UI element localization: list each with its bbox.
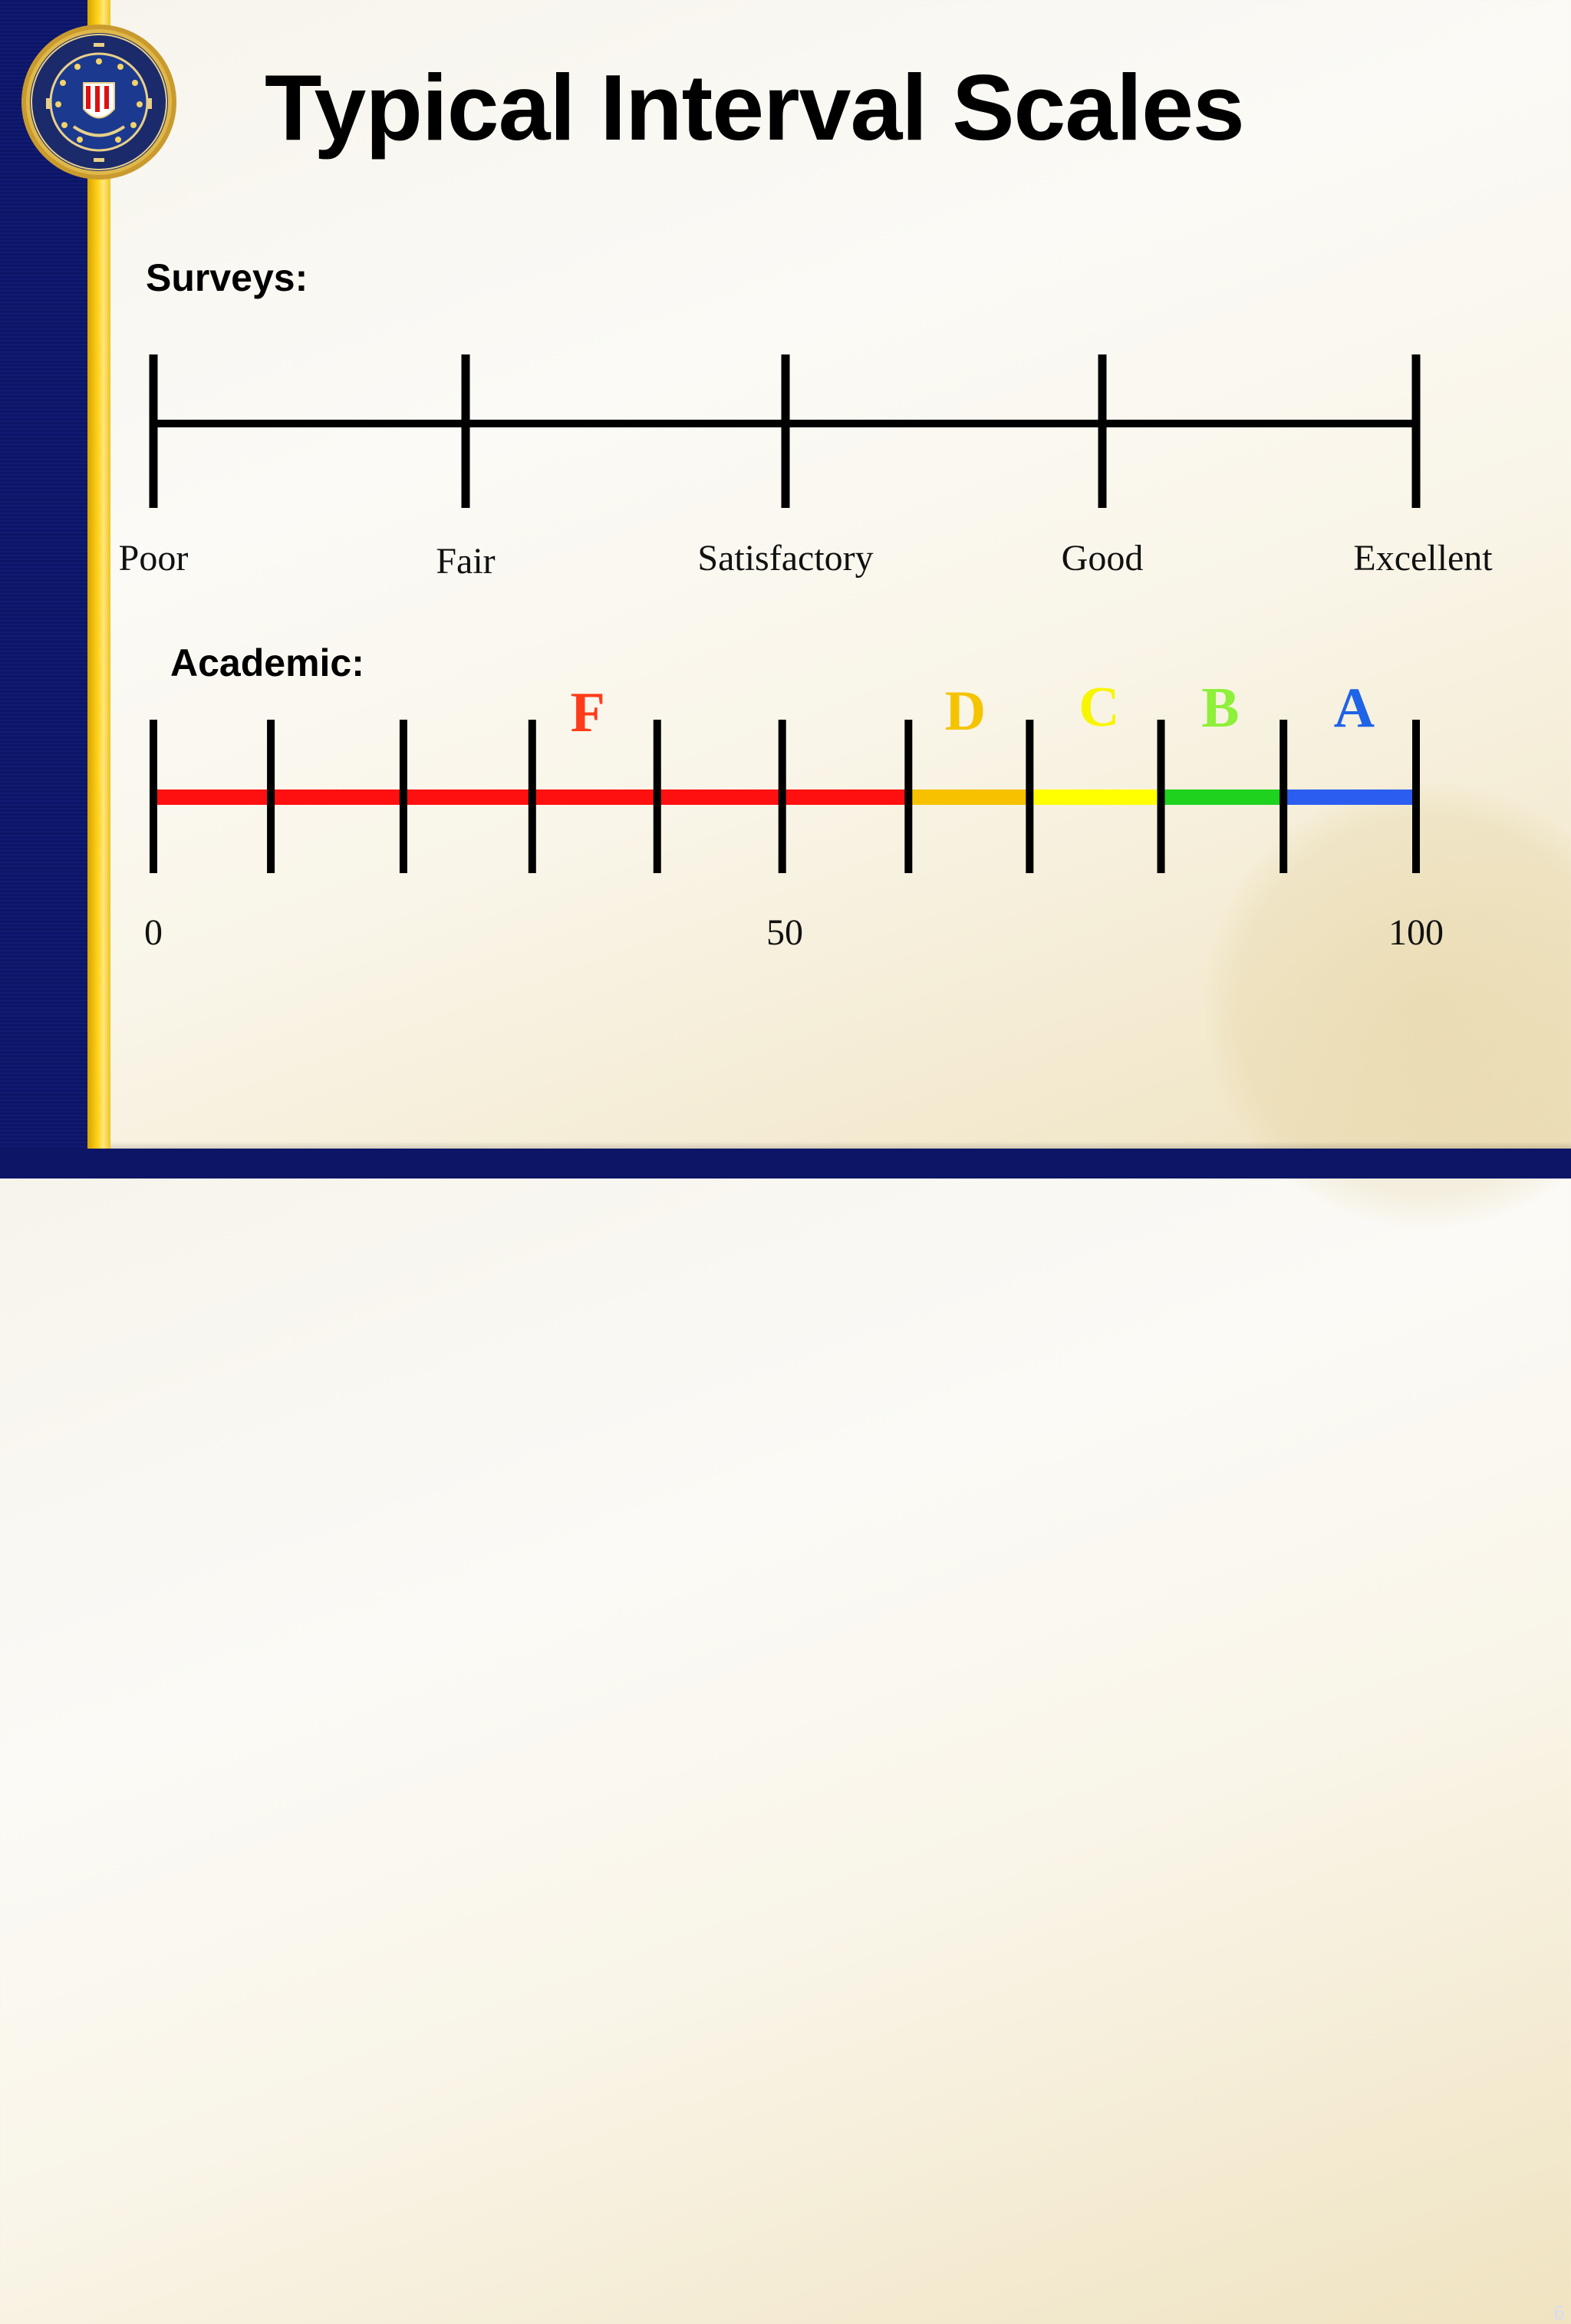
- survey-point-label: Good: [1061, 538, 1144, 579]
- left-navy-bar: [0, 0, 87, 1178]
- survey-scale: [149, 354, 1421, 508]
- grade-label-b: B: [1201, 677, 1240, 740]
- fbi-seal-logo: [21, 25, 176, 180]
- academic-axis-label: 0: [144, 912, 163, 953]
- surveys-label: Surveys:: [146, 256, 308, 299]
- grade-label-d: D: [944, 680, 986, 743]
- grade-label-f: F: [570, 681, 605, 744]
- survey-point-label: Poor: [118, 538, 189, 579]
- grade-label-a: A: [1333, 677, 1375, 740]
- academic-axis-label: 50: [766, 912, 803, 953]
- slide-title: Typical Interval Scales: [265, 55, 1245, 160]
- grade-label-c: C: [1079, 676, 1120, 739]
- academic-axis-label: 100: [1388, 912, 1444, 953]
- gold-stripe: [87, 0, 110, 1151]
- survey-point-label: Excellent: [1353, 538, 1493, 579]
- academic-label: Academic:: [170, 641, 364, 684]
- bottom-shadow: [110, 1142, 1571, 1149]
- page-number: 6: [1553, 2303, 1565, 2324]
- interval-scales-diagram: [149, 354, 1421, 873]
- survey-point-label: Fair: [436, 541, 496, 582]
- survey-point-label: Satisfactory: [697, 538, 874, 579]
- academic-scale: [150, 720, 1420, 873]
